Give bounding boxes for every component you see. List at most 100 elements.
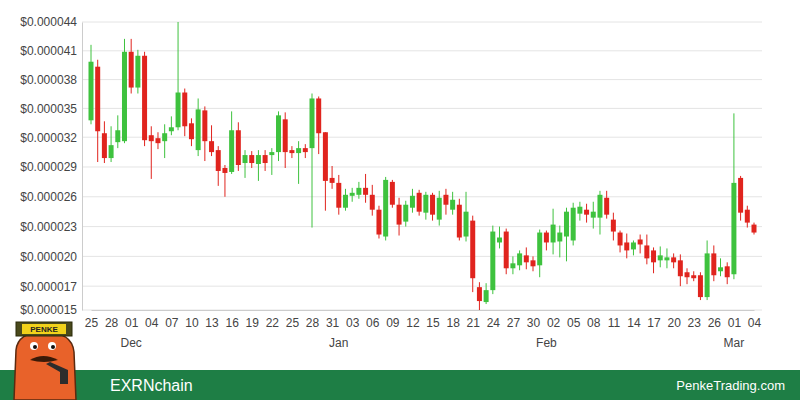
candle-body xyxy=(671,257,676,262)
candle xyxy=(644,235,649,265)
candle xyxy=(731,113,736,279)
candle xyxy=(685,268,690,284)
x-tick: 04 xyxy=(748,310,762,330)
candle xyxy=(524,247,529,269)
x-tick-label: 03 xyxy=(346,316,360,330)
candle-body xyxy=(316,98,321,133)
candle-body xyxy=(129,52,134,88)
candle-wick xyxy=(171,116,172,135)
candle-body xyxy=(383,180,388,237)
footer: EXRNchainPenkeTrading.com xyxy=(0,370,800,400)
candle xyxy=(544,231,549,251)
mascot: PENKE xyxy=(14,322,76,400)
candle xyxy=(397,198,402,236)
candle xyxy=(504,229,509,275)
candle xyxy=(289,146,294,158)
candle xyxy=(484,283,489,304)
candle xyxy=(691,271,696,281)
x-tick-label: 22 xyxy=(266,316,280,330)
candle xyxy=(109,126,114,162)
y-tick: $0.000015 xyxy=(20,303,82,317)
x-tick-label: 06 xyxy=(366,316,380,330)
candle xyxy=(196,98,201,156)
mascot-moustache xyxy=(30,356,58,362)
x-tick: 01 xyxy=(125,310,139,330)
x-tick: 28 xyxy=(105,310,119,330)
mascot-hat-band xyxy=(22,324,66,334)
candle xyxy=(390,180,395,208)
candle-body xyxy=(705,253,710,297)
candle xyxy=(95,60,100,162)
candle-body xyxy=(376,210,381,235)
candle-body xyxy=(243,155,248,163)
candle xyxy=(718,258,723,276)
x-tick-label: 09 xyxy=(386,316,400,330)
candle-body xyxy=(631,242,636,249)
x-tick: 02 xyxy=(547,310,561,330)
x-tick: 06 xyxy=(366,310,380,330)
candle xyxy=(745,206,750,228)
candles xyxy=(89,22,757,310)
candle xyxy=(531,256,536,271)
x-tick-label: 13 xyxy=(205,316,219,330)
candle xyxy=(102,121,107,163)
candle-body xyxy=(263,155,268,163)
candle-body xyxy=(524,255,529,262)
candle xyxy=(618,231,623,253)
candle-body xyxy=(390,182,395,205)
candle xyxy=(356,182,361,199)
candle xyxy=(571,203,576,246)
month-label: Feb xyxy=(536,336,557,350)
candle-body xyxy=(685,272,690,277)
candle-body xyxy=(457,205,462,238)
x-tick: 28 xyxy=(306,310,320,330)
x-tick-label: 05 xyxy=(567,316,581,330)
candle xyxy=(283,112,288,168)
candle-body xyxy=(664,257,669,260)
candle-body xyxy=(450,200,455,210)
axis-line xyxy=(82,23,83,311)
candle xyxy=(376,206,381,239)
candle xyxy=(658,246,663,267)
candle-body xyxy=(343,195,348,208)
y-tick-label: $0.000023 xyxy=(20,220,77,234)
candle-body xyxy=(624,242,629,250)
grid xyxy=(82,22,762,310)
candle xyxy=(202,106,207,161)
candle-body xyxy=(256,155,261,164)
mascot-eye xyxy=(48,342,56,350)
candle xyxy=(430,193,435,221)
candle xyxy=(363,174,368,203)
candle xyxy=(437,191,442,226)
candle-body xyxy=(531,260,536,266)
x-tick-label: 04 xyxy=(748,316,762,330)
candle-wick xyxy=(258,150,259,181)
candle-body xyxy=(222,168,227,173)
candle xyxy=(631,240,636,255)
mascot-pupil xyxy=(33,345,37,349)
candle xyxy=(738,176,743,221)
candle xyxy=(423,192,428,220)
candle-body xyxy=(182,93,187,127)
candle-body xyxy=(551,225,556,243)
candle xyxy=(698,272,703,300)
candle xyxy=(155,132,160,149)
y-tick-label: $0.000038 xyxy=(20,73,77,87)
x-tick-label: 25 xyxy=(85,316,99,330)
grid-line xyxy=(82,166,762,167)
candle-body xyxy=(470,221,475,279)
x-tick: 26 xyxy=(708,310,722,330)
y-tick: $0.000026 xyxy=(20,190,82,204)
x-tick: 09 xyxy=(386,310,400,330)
candle-body xyxy=(142,56,147,140)
candle xyxy=(222,165,227,197)
candle-wick xyxy=(164,124,165,158)
y-tick: $0.000032 xyxy=(20,131,82,145)
x-tick-label: 19 xyxy=(246,316,260,330)
y-tick: $0.000017 xyxy=(20,280,82,294)
candle-body xyxy=(604,198,609,215)
chart-container: $0.000015$0.000017$0.000020$0.000023$0.0… xyxy=(0,0,800,400)
candle xyxy=(310,94,315,228)
y-tick: $0.000029 xyxy=(20,160,82,174)
candle xyxy=(497,227,502,249)
